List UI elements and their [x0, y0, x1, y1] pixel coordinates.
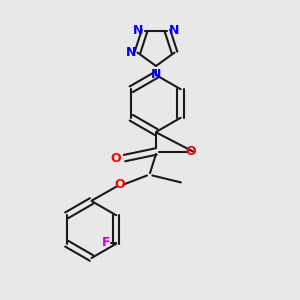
Text: N: N	[169, 24, 179, 37]
Text: O: O	[115, 178, 125, 191]
Text: O: O	[110, 152, 121, 165]
Text: N: N	[133, 24, 143, 37]
Text: F: F	[102, 236, 111, 249]
Text: N: N	[151, 68, 161, 80]
Text: N: N	[126, 46, 136, 59]
Text: O: O	[185, 145, 196, 158]
